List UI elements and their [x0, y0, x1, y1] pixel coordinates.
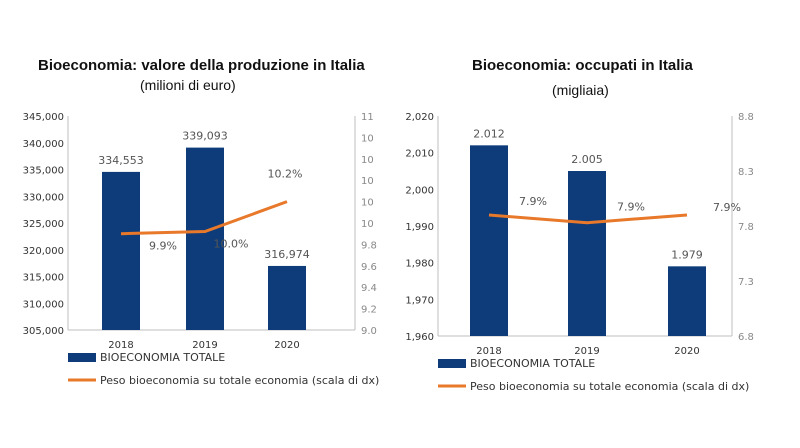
x-tick-label: 2018	[476, 346, 501, 357]
line-value-label: 7.9%	[713, 201, 741, 214]
bar-value-label: 339,093	[182, 130, 228, 143]
y-tick-label: 1,970	[405, 295, 434, 306]
production-chart: 305,000 310,000 315,000 320,000 325,000 330,0…	[23, 112, 380, 387]
y-tick-label: 335,000	[23, 166, 64, 177]
y2-tick-label: 10	[361, 133, 374, 144]
y2-tick-label: 7.3	[738, 277, 754, 288]
y-tick-label: 1,980	[405, 259, 434, 270]
y-tick-label: 305,000	[23, 326, 64, 337]
y2-tick-label: 9.4	[361, 283, 377, 294]
line-value-label: 9.9%	[149, 240, 177, 253]
y-tick-label: 325,000	[23, 219, 64, 230]
y2-tick-label: 10	[361, 198, 374, 209]
line-value-label: 10.2%	[268, 168, 303, 181]
legend-label-line: Peso bioeconomia su totale economia (sca…	[470, 380, 749, 393]
line-value-label: 7.9%	[617, 201, 645, 214]
x-tick-label: 2018	[108, 340, 133, 351]
y-tick-label: 1,990	[405, 222, 434, 233]
chart-title: Bioeconomia: valore della produzione in …	[38, 57, 365, 74]
bar-value-label: 1.979	[671, 248, 703, 261]
y2-tick-label: 9.2	[361, 305, 377, 316]
y2-tick-label: 8.3	[738, 167, 754, 178]
y2-tick-label: 6.8	[738, 332, 754, 343]
bar	[470, 145, 508, 336]
y-tick-label: 340,000	[23, 139, 64, 150]
y-tick-label: 345,000	[23, 112, 64, 123]
line-value-label: 7.9%	[519, 195, 547, 208]
y2-tick-label: 10	[361, 155, 374, 166]
y-tick-label: 310,000	[23, 299, 64, 310]
bar	[186, 147, 224, 330]
bar	[268, 265, 306, 330]
bar-value-label: 316,974	[264, 248, 310, 261]
y2-tick-label: 9.6	[361, 262, 377, 273]
y-tick-label: 1,960	[405, 332, 434, 343]
bar-value-label: 2.012	[473, 127, 505, 140]
y2-tick-label: 11	[361, 112, 374, 123]
y-tick-label: 330,000	[23, 192, 64, 203]
legend-swatch-bar	[438, 359, 466, 368]
line-series	[488, 213, 688, 225]
legend-label-bar: BIOECONOMIA TOTALE	[100, 351, 225, 364]
y2-tick-label: 10	[361, 176, 374, 187]
legend-label-line: Peso bioeconomia su totale economia (sca…	[100, 374, 379, 387]
legend-label-bar: BIOECONOMIA TOTALE	[470, 357, 595, 370]
y-tick-label: 2,010	[405, 149, 434, 160]
bar-value-label: 2.005	[571, 153, 603, 166]
bar	[668, 266, 706, 336]
y2-tick-label: 9.0	[361, 326, 377, 337]
x-tick-label: 2019	[192, 340, 217, 351]
y2-tick-label: 10	[361, 219, 374, 230]
x-tick-label: 2020	[674, 346, 699, 357]
employment-chart: 1,960 1,970 1,980 1,990 2,000 2,010 2,020 6.8 7.…	[405, 112, 754, 393]
bar	[568, 171, 606, 336]
chart-subtitle: (milioni di euro)	[140, 77, 236, 93]
y-tick-label: 2,000	[405, 185, 434, 196]
y2-tick-label: 9.8	[361, 240, 377, 251]
bar-value-label: 334,553	[98, 154, 144, 167]
chart-title: Bioeconomia: occupati in Italia	[472, 57, 693, 74]
line-series	[120, 200, 288, 236]
y-tick-label: 2,020	[405, 112, 434, 123]
bar	[102, 171, 140, 330]
y2-tick-label: 8.8	[738, 112, 754, 123]
y-tick-label: 315,000	[23, 273, 64, 284]
y2-tick-label: 7.8	[738, 222, 754, 233]
x-tick-label: 2020	[274, 340, 299, 351]
y-tick-label: 320,000	[23, 246, 64, 257]
chart-panel-employment: Bioeconomia: occupati in Italia (migliai…	[400, 0, 800, 448]
chart-panel-production: Bioeconomia: valore della produzione in …	[23, 57, 380, 387]
x-tick-label: 2019	[574, 346, 599, 357]
legend-swatch-bar	[68, 353, 96, 362]
chart-subtitle: (migliaia)	[552, 82, 609, 98]
line-value-label: 10.0%	[214, 238, 249, 251]
